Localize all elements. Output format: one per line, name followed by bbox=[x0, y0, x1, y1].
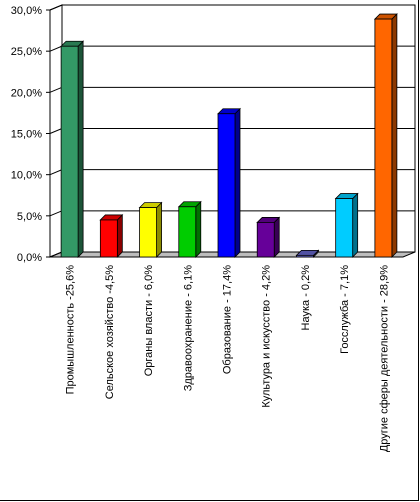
category-label: Наука - 0,2% bbox=[300, 265, 312, 331]
category-label: Органы власти - 6,0% bbox=[143, 265, 155, 376]
bar bbox=[178, 206, 197, 258]
gridline bbox=[49, 4, 415, 11]
y-tick-label: 20,0% bbox=[11, 87, 42, 99]
bar-side bbox=[352, 192, 359, 258]
bar bbox=[99, 219, 118, 258]
bar-side bbox=[116, 213, 123, 258]
bar bbox=[335, 198, 354, 258]
y-tick-label: 0,0% bbox=[17, 252, 42, 264]
category-label: Другие сферы деятельности - 28,9% bbox=[378, 265, 390, 452]
bar-side bbox=[156, 201, 162, 258]
y-tick-label: 25,0% bbox=[11, 46, 42, 58]
category-label: Госслужба - 7,1% bbox=[339, 265, 351, 354]
category-label: Сельское хозяйство -4,5% bbox=[104, 265, 116, 399]
y-tick-label: 30,0% bbox=[11, 5, 42, 17]
bar-side bbox=[234, 107, 241, 258]
y-tick-label: 15,0% bbox=[11, 129, 42, 141]
category-label: Здравоохранение - 6,1% bbox=[182, 265, 194, 391]
bar-side bbox=[77, 40, 84, 258]
category-label: Образование - 17,4% bbox=[222, 265, 234, 374]
bar-side bbox=[273, 216, 280, 258]
bar bbox=[256, 222, 275, 258]
y-tick-label: 10,0% bbox=[11, 170, 42, 182]
bar-side bbox=[195, 200, 202, 258]
bar-side bbox=[391, 13, 398, 258]
bar bbox=[139, 207, 157, 258]
bar bbox=[296, 254, 314, 258]
bar bbox=[217, 113, 236, 258]
bar bbox=[374, 18, 393, 258]
category-label: Промышленность -25,6% bbox=[65, 265, 77, 395]
y-tick-label: 5,0% bbox=[17, 211, 42, 223]
category-label: Культура и искусство - 4,2% bbox=[261, 265, 273, 408]
bar bbox=[60, 45, 79, 258]
